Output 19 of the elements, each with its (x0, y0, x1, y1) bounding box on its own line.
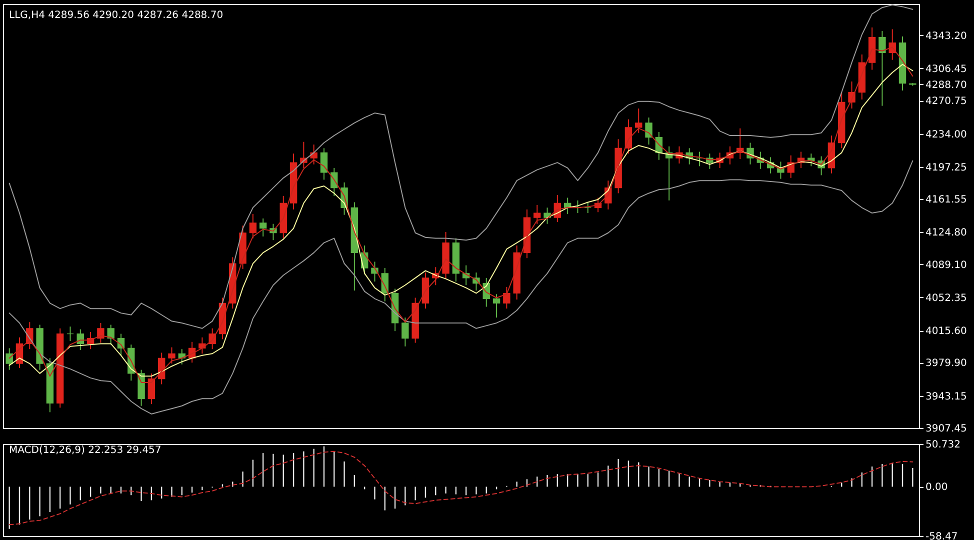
y-tick-label: 50.732 (926, 440, 960, 450)
y-tick-label: 3943.15 (926, 391, 967, 402)
y-tick-label: -58.47 (926, 532, 958, 540)
y-tick-label: 4161.55 (926, 194, 967, 206)
y-tick-label: 4089.10 (926, 260, 967, 271)
y-tick-label: 4306.45 (926, 64, 967, 75)
y-tick-label: 4270.75 (926, 96, 967, 108)
y-tick-label: 4343.20 (926, 30, 967, 42)
y-tick-label: 4197.25 (926, 162, 967, 174)
y-tick-label: 0.00 (926, 482, 948, 494)
y-tick-label: 3979.90 (926, 358, 967, 370)
y-tick-label: 3907.45 (926, 424, 967, 434)
y-tick-label: 4288.70 (926, 80, 967, 91)
y-tick-label: 4124.80 (926, 228, 967, 239)
y-tick-label: 4015.60 (926, 326, 967, 338)
text: LLG,H4 4289.56 4290.20 4287.26 4288.70 (9, 10, 224, 21)
y-tick-label: 4234.00 (926, 129, 967, 140)
chart-title: MACD(12,26,9) 22.253 29.457 (9, 445, 162, 456)
y-tick-label: 4052.35 (926, 292, 967, 304)
